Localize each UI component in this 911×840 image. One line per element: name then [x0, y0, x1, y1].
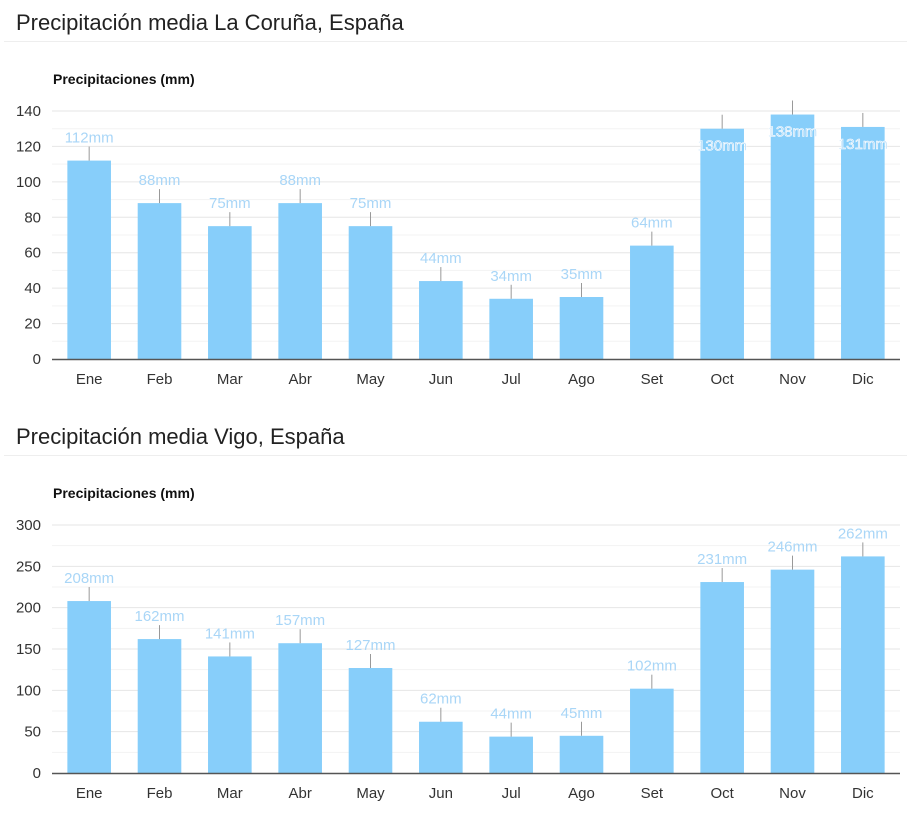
bar-abr — [278, 643, 322, 773]
y-tick-label: 100 — [16, 682, 41, 699]
x-tick-label: Ene — [76, 785, 103, 802]
data-label: 88mm — [279, 172, 321, 189]
x-tick-label: Mar — [217, 785, 243, 802]
bar-nov — [770, 114, 815, 360]
y-tick-label: 100 — [16, 174, 41, 191]
bar-nov — [770, 569, 815, 773]
bar-oct — [700, 582, 744, 773]
data-label: 45mm — [561, 705, 603, 722]
bar-set — [630, 245, 674, 359]
bar-jun — [419, 721, 463, 773]
y-tick-label: 200 — [16, 600, 41, 617]
data-label: 208mm — [64, 570, 114, 587]
data-label: 246mm — [767, 539, 817, 556]
x-tick-label: Feb — [147, 785, 173, 802]
data-label: 62mm — [420, 691, 462, 708]
data-label: 35mm — [561, 266, 603, 283]
bar-dic — [841, 556, 885, 773]
data-label: 262mm — [838, 525, 888, 542]
bar-may — [348, 226, 393, 359]
chart-title: Precipitación media Vigo, España — [16, 424, 345, 449]
data-label: 112mm — [65, 130, 114, 147]
bar-set — [630, 688, 674, 773]
bar-oct — [700, 128, 744, 359]
bar-may — [348, 668, 393, 773]
x-tick-label: Ago — [568, 371, 595, 388]
bar-jul — [489, 298, 533, 359]
y-axis-label: Precipitaciones (mm) — [53, 485, 195, 501]
data-label: 44mm — [420, 250, 462, 267]
bar-mar — [208, 226, 252, 359]
data-label: 131mm — [838, 136, 888, 153]
y-tick-label: 300 — [16, 517, 41, 534]
bar-ene — [67, 601, 111, 773]
x-tick-label: Dic — [852, 371, 874, 388]
title-divider — [4, 455, 907, 456]
y-tick-label: 60 — [24, 245, 41, 262]
bar-chart-vigo: Precipitaciones (mm) 0 50 100 150 200 250 300 20… — [16, 485, 900, 802]
bar-dic — [841, 126, 885, 359]
x-tick-label: Abr — [288, 785, 311, 802]
x-tick-label: Set — [641, 785, 664, 802]
data-label: 75mm — [350, 195, 392, 212]
bar-mar — [208, 656, 252, 773]
y-axis-label: Precipitaciones (mm) — [53, 71, 195, 87]
bar-jul — [489, 736, 533, 773]
x-tick-label: May — [356, 371, 385, 388]
y-tick-label: 20 — [24, 316, 41, 333]
chart-title: Precipitación media La Coruña, España — [16, 10, 404, 35]
x-tick-label: Dic — [852, 785, 874, 802]
chart-section-vigo: Precipitación media Vigo, España Precipi… — [0, 414, 911, 840]
bar-chart-la-coruna: Precipitaciones (mm) 0 20 40 60 80 100 120 140 11… — [16, 71, 900, 388]
data-label: 44mm — [490, 706, 532, 723]
x-tick-label: Ago — [568, 785, 595, 802]
data-label: 231mm — [697, 551, 747, 568]
x-tick-label: Jul — [502, 371, 521, 388]
data-label: 162mm — [134, 608, 184, 625]
x-tick-label: Ene — [76, 371, 103, 388]
chart-section-la-coruna: Precipitación media La Coruña, España Pr… — [0, 0, 911, 414]
data-label: 88mm — [139, 172, 181, 189]
y-tick-label: 140 — [16, 103, 41, 120]
y-tick-label: 40 — [24, 280, 41, 297]
y-tick-label: 0 — [33, 351, 41, 368]
data-label: 102mm — [627, 658, 677, 675]
y-tick-label: 80 — [24, 209, 41, 226]
bar-abr — [278, 203, 322, 359]
x-tick-label: Jul — [502, 785, 521, 802]
data-label: 138mm — [767, 124, 817, 141]
x-tick-label: Nov — [779, 785, 806, 802]
data-label: 127mm — [345, 637, 395, 654]
x-tick-label: Set — [641, 371, 664, 388]
x-tick-label: Oct — [710, 785, 734, 802]
x-tick-label: Nov — [779, 371, 806, 388]
bar-jun — [419, 281, 463, 359]
data-label: 130mm — [697, 138, 747, 155]
x-tick-label: Jun — [429, 371, 453, 388]
data-label: 75mm — [209, 195, 251, 212]
x-tick-label: May — [356, 785, 385, 802]
x-tick-label: Mar — [217, 371, 243, 388]
y-tick-label: 50 — [24, 724, 41, 741]
bar-feb — [137, 203, 182, 359]
y-tick-label: 0 — [33, 765, 41, 782]
data-label: 34mm — [490, 268, 532, 285]
title-divider — [4, 41, 907, 42]
y-tick-label: 250 — [16, 558, 41, 575]
bar-ene — [67, 160, 111, 359]
y-tick-label: 120 — [16, 138, 41, 155]
bar-ago — [559, 735, 604, 773]
bar-ago — [559, 297, 604, 359]
bar-feb — [137, 639, 182, 773]
x-tick-label: Jun — [429, 785, 453, 802]
y-tick-label: 150 — [16, 641, 41, 658]
x-tick-label: Oct — [710, 371, 734, 388]
data-label: 141mm — [205, 625, 255, 642]
x-tick-label: Abr — [288, 371, 311, 388]
x-tick-label: Feb — [147, 371, 173, 388]
data-label: 64mm — [631, 215, 673, 232]
data-label: 157mm — [275, 612, 325, 629]
